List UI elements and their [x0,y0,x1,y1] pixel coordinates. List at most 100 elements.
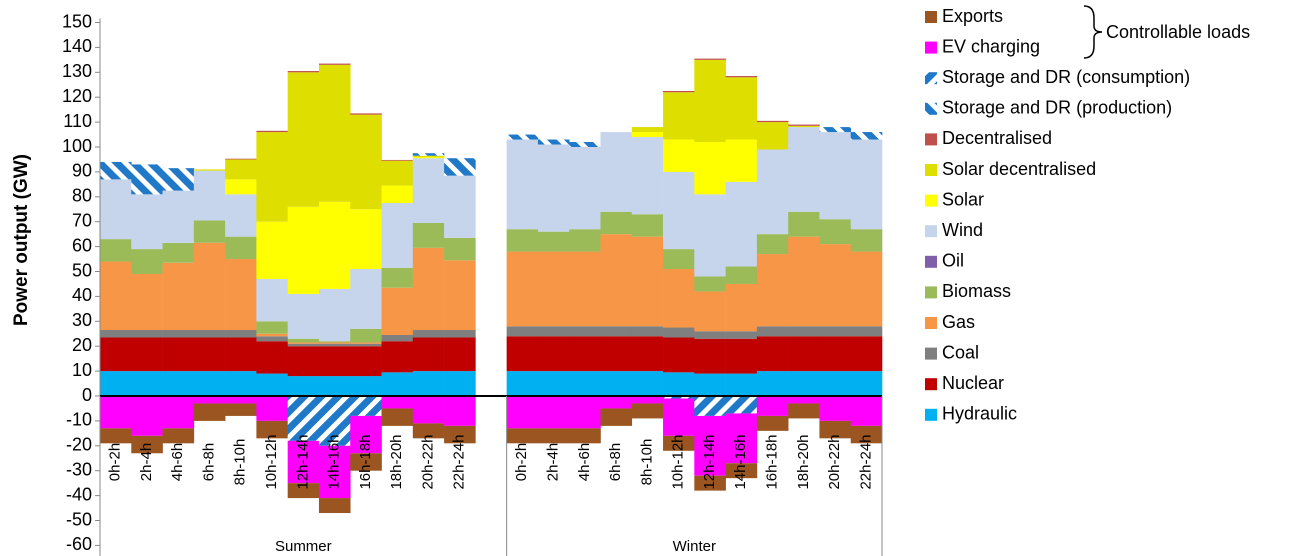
bar-segment [819,336,852,372]
bar-segment [256,333,288,337]
bar-segment [412,330,445,338]
bar-segment [569,336,601,372]
x-tick-label: 22h-24h [451,434,468,489]
bar-segment [193,330,226,338]
bar-segment [600,396,633,409]
bar-segment [318,343,351,347]
bar-segment [350,342,382,344]
x-tick-label: 6h-8h [607,443,624,481]
bar-segment [819,326,852,337]
legend-label: Biomass [942,281,1011,301]
bar-segment [444,175,476,238]
bar-segment [756,120,789,123]
bar-segment [725,463,758,479]
bar-segment [287,376,320,396]
bar-segment [631,214,664,237]
bar-segment [725,76,758,78]
x-tick-label: 8h-10h [232,439,249,486]
legend-label: Coal [942,342,979,362]
bar-segment [600,211,633,235]
bar-segment [162,337,195,372]
bar-segment [444,158,476,176]
bar-segment [100,179,132,240]
bar-segment [725,266,758,284]
bar-segment [788,326,820,337]
bar-segment [850,371,883,396]
bar-segment [506,229,539,252]
bar-segment [694,194,726,277]
y-tick-label: -40 [66,484,92,504]
bar-segment [850,396,883,426]
x-tick-label: 4h-6h [169,443,186,481]
y-tick-label: 100 [62,136,92,156]
bar-segment [225,330,257,338]
y-tick-label: 130 [62,61,92,81]
bar-segment [756,122,789,150]
brace [1083,5,1103,59]
y-tick-label: 150 [62,11,92,31]
bar-segment [725,396,758,414]
bar-segment [631,336,664,372]
bar-segment [287,206,320,294]
bar-segment [788,211,820,237]
legend-swatch [925,347,937,360]
bar-segment [756,396,789,416]
y-tick-label: 80 [72,186,92,206]
bar-segment [756,326,789,337]
bar-segment [788,396,820,404]
bar-segment [537,251,570,327]
bar-segment [287,396,320,441]
bar-segment [318,64,351,202]
bar-segment [350,114,382,210]
bar-segment [287,483,320,499]
bar-segment [850,139,883,230]
bar-segment [600,336,633,372]
y-tick-label: -50 [66,509,92,529]
legend-swatch [925,72,937,85]
bar-segment [381,372,414,396]
bar-segment [694,338,726,374]
bar-segment [788,336,820,372]
bar-segment [850,132,883,140]
bar-segment [412,337,445,372]
bar-segment [506,326,539,337]
bar-segment [162,190,195,243]
y-tick-label: 140 [62,36,92,56]
bar-segment [725,331,758,339]
bar-segment [193,169,226,171]
bar-segment [162,262,195,331]
bar-segment [663,398,695,436]
bar-segment [850,251,883,327]
bar-segment [506,428,539,444]
bar-segment [225,403,257,416]
y-tick-label: 70 [72,210,92,230]
bar-segment [287,72,320,207]
bar-segment [819,396,852,421]
legend-swatch [925,194,937,207]
bar-segment [850,326,883,337]
bar-segment [318,498,351,514]
y-tick-label: -10 [66,410,92,430]
x-tick-label: 12h-14h [701,434,718,489]
bar-segment [350,376,382,396]
bar-segment [537,326,570,337]
bar-segment [256,321,288,334]
bar-segment [100,371,132,396]
x-tick-label: 18h-20h [388,434,405,489]
bar-segment [444,330,476,338]
bar-segment [225,194,257,237]
bar-segment [537,144,570,232]
bar-segment [444,260,476,331]
bar-segment [663,249,695,270]
legend-swatch [925,317,937,329]
y-tick-label: 30 [72,310,92,330]
bar-segment [287,293,320,339]
legend-label: Solar [942,189,984,209]
bar-segment [131,164,163,195]
bar-segment [600,371,633,396]
legend-swatch [925,378,937,391]
bar-segment [819,420,852,439]
bar-segment [193,396,226,404]
x-tick-label: 14h-16h [732,434,749,489]
bar-segment [569,147,601,230]
